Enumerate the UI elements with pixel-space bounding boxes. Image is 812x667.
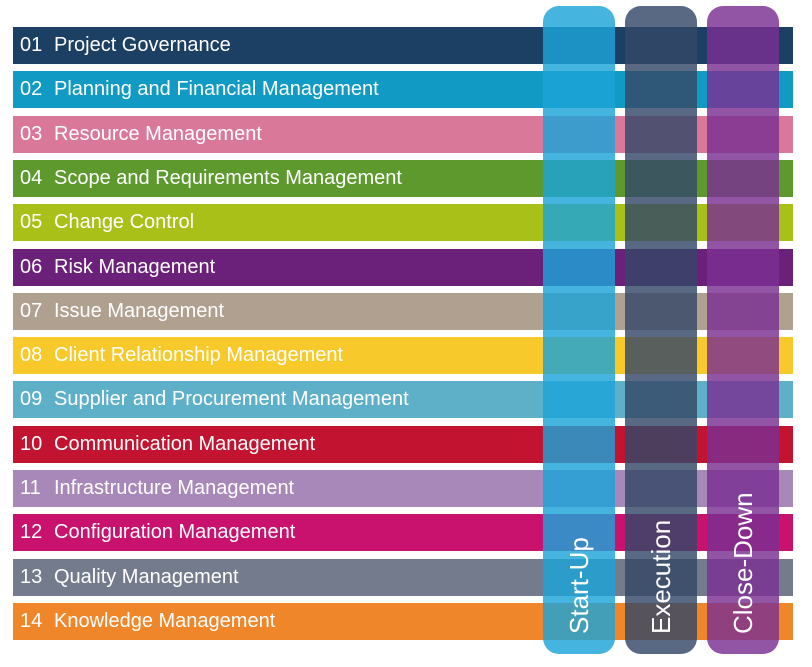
process-area-label: Quality Management bbox=[54, 565, 239, 588]
process-area-label: Risk Management bbox=[54, 255, 216, 278]
process-area-number: 02 bbox=[20, 78, 43, 101]
process-area-number: 11 bbox=[20, 477, 41, 499]
process-area-label: Scope and Requirements Management bbox=[54, 166, 402, 189]
process-area-number: 09 bbox=[20, 388, 43, 411]
process-area-label: Change Control bbox=[54, 211, 195, 234]
phase-label: Close-Down bbox=[728, 492, 758, 634]
process-area-label: Knowledge Management bbox=[54, 609, 276, 632]
process-area-label: Client Relationship Management bbox=[54, 344, 344, 367]
process-area-label: Communication Management bbox=[54, 432, 316, 455]
process-area-number: 12 bbox=[20, 521, 43, 544]
process-area-label: Supplier and Procurement Management bbox=[54, 388, 409, 411]
process-area-number: 04 bbox=[20, 166, 43, 189]
phase-column-close-down: Close-Down bbox=[707, 6, 779, 654]
process-area-number: 07 bbox=[20, 299, 43, 322]
process-area-number: 14 bbox=[20, 609, 43, 632]
process-area-number: 10 bbox=[20, 432, 43, 455]
process-area-label: Project Governance bbox=[54, 34, 231, 56]
process-area-label: Planning and Financial Management bbox=[54, 78, 379, 101]
process-area-label: Resource Management bbox=[54, 122, 262, 145]
process-area-label: Issue Management bbox=[54, 299, 225, 322]
process-area-number: 08 bbox=[20, 344, 43, 367]
process-area-number: 05 bbox=[20, 211, 43, 234]
process-area-number: 03 bbox=[20, 122, 43, 145]
process-area-label: Configuration Management bbox=[54, 521, 296, 544]
process-area-label: Infrastructure Management bbox=[54, 477, 295, 499]
phase-label: Execution bbox=[646, 519, 676, 634]
process-area-number: 13 bbox=[20, 565, 43, 588]
process-area-number: 06 bbox=[20, 255, 43, 278]
phase-label: Start-Up bbox=[564, 537, 594, 634]
phase-column-start-up: Start-Up bbox=[543, 6, 615, 654]
phase-column-execution: Execution bbox=[625, 6, 697, 654]
process-area-number: 01 bbox=[20, 34, 43, 56]
